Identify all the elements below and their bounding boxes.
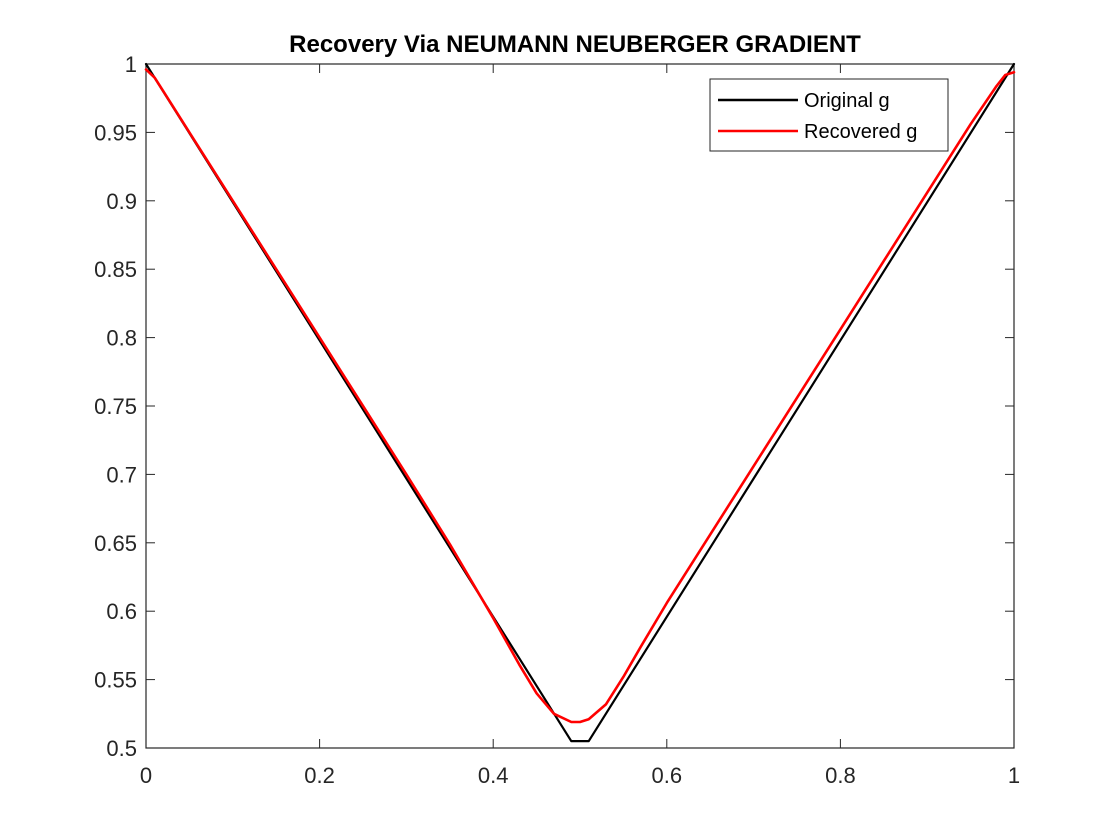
y-tick-label: 1 [125, 52, 137, 77]
legend-label: Original g [804, 90, 890, 112]
chart-title: Recovery Via NEUMANN NEUBERGER GRADIENT [289, 31, 861, 58]
y-tick-label: 0.85 [94, 257, 137, 282]
y-tick-label: 0.7 [106, 462, 137, 487]
x-tick-label: 0.6 [652, 763, 683, 788]
y-tick-label: 0.55 [94, 668, 137, 693]
y-tick-label: 0.75 [94, 394, 137, 419]
y-tick-label: 0.65 [94, 531, 137, 556]
series-line-original-g [144, 62, 1016, 743]
series-line-recovered-g [144, 68, 1016, 724]
axes: 0 0.2 0.4 0.6 0.8 1 0.5 0.55 0.6 0.65 0.7 0.75 0.8 0.… [94, 52, 1020, 788]
legend-label: Recovered g [804, 121, 917, 143]
y-tick-label: 0.5 [106, 736, 137, 761]
x-tick-label: 0.8 [825, 763, 856, 788]
legend-box [709, 78, 949, 152]
y-tick-label: 0.6 [106, 599, 137, 624]
series-layer [144, 62, 1016, 743]
x-tick-label: 0 [140, 763, 152, 788]
y-tick-label: 0.9 [106, 189, 137, 214]
x-tick-label: 0.2 [304, 763, 335, 788]
legend: Original g Recovered g [709, 78, 949, 152]
x-tick-label: 1 [1008, 763, 1020, 788]
y-tick-label: 0.95 [94, 120, 137, 145]
y-tick-label: 0.8 [106, 326, 137, 351]
plot-area-box [145, 63, 1015, 749]
x-tick-label: 0.4 [478, 763, 509, 788]
